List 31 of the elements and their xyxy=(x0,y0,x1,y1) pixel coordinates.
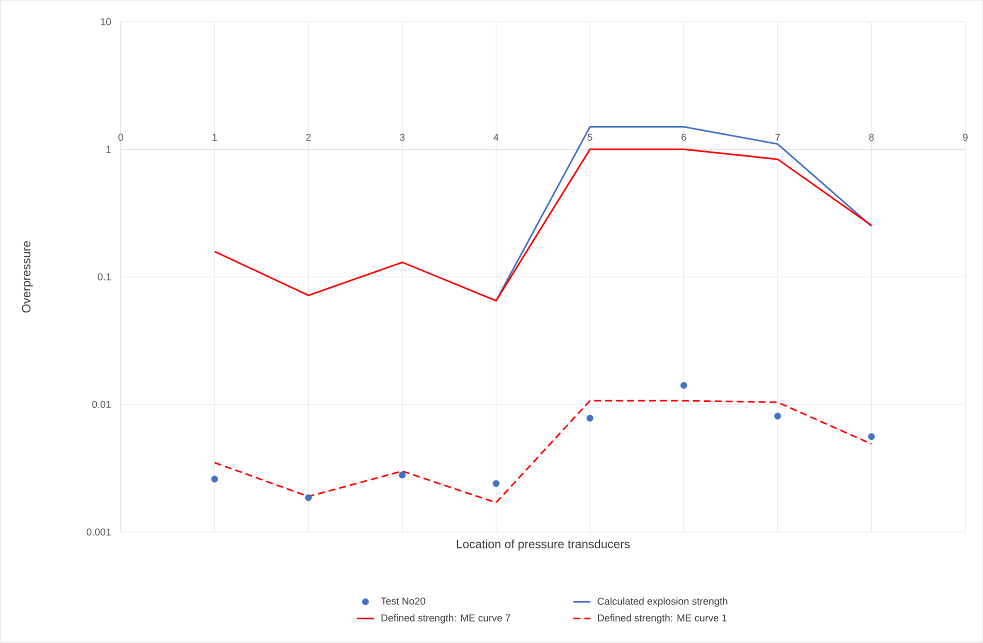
point xyxy=(868,433,875,440)
y-tick-label: 10 xyxy=(100,18,111,26)
point xyxy=(680,382,688,389)
x-tick-label: 2 xyxy=(306,134,311,141)
point xyxy=(211,476,218,483)
point xyxy=(398,472,406,478)
x-axis-title: Location of pressure transducers xyxy=(456,540,630,551)
x-tick-label: 6 xyxy=(682,134,686,141)
legend-label: Calculated explosion strength xyxy=(598,598,728,607)
y-tick-label: 0.001 xyxy=(86,528,111,536)
y-tick-label: 1 xyxy=(106,146,111,153)
x-tick-label: 7 xyxy=(775,134,780,141)
point xyxy=(774,412,782,420)
legend-label: Test No20 xyxy=(380,598,426,605)
x-tick-label: 0 xyxy=(118,134,124,141)
line-series xyxy=(214,148,872,302)
x-tick-label: 4 xyxy=(494,134,499,141)
x-tick-label: 3 xyxy=(400,134,405,141)
point xyxy=(305,494,312,502)
legend-label: Defined strength: ME curve 1 xyxy=(598,614,727,624)
line-series xyxy=(214,400,872,504)
point xyxy=(492,480,500,488)
point xyxy=(586,414,594,422)
x-tick-label: 1 xyxy=(212,134,217,141)
y-tick-label: 0.1 xyxy=(98,273,111,280)
x-tick-label: 5 xyxy=(588,134,592,141)
y-axis-title: Overpressure xyxy=(22,241,33,313)
y-tick-label: 0.01 xyxy=(92,401,111,408)
x-tick-label: 8 xyxy=(869,134,874,141)
legend-label: Defined strength: ME curve 7 xyxy=(382,614,510,624)
x-tick-label: 9 xyxy=(962,134,968,141)
